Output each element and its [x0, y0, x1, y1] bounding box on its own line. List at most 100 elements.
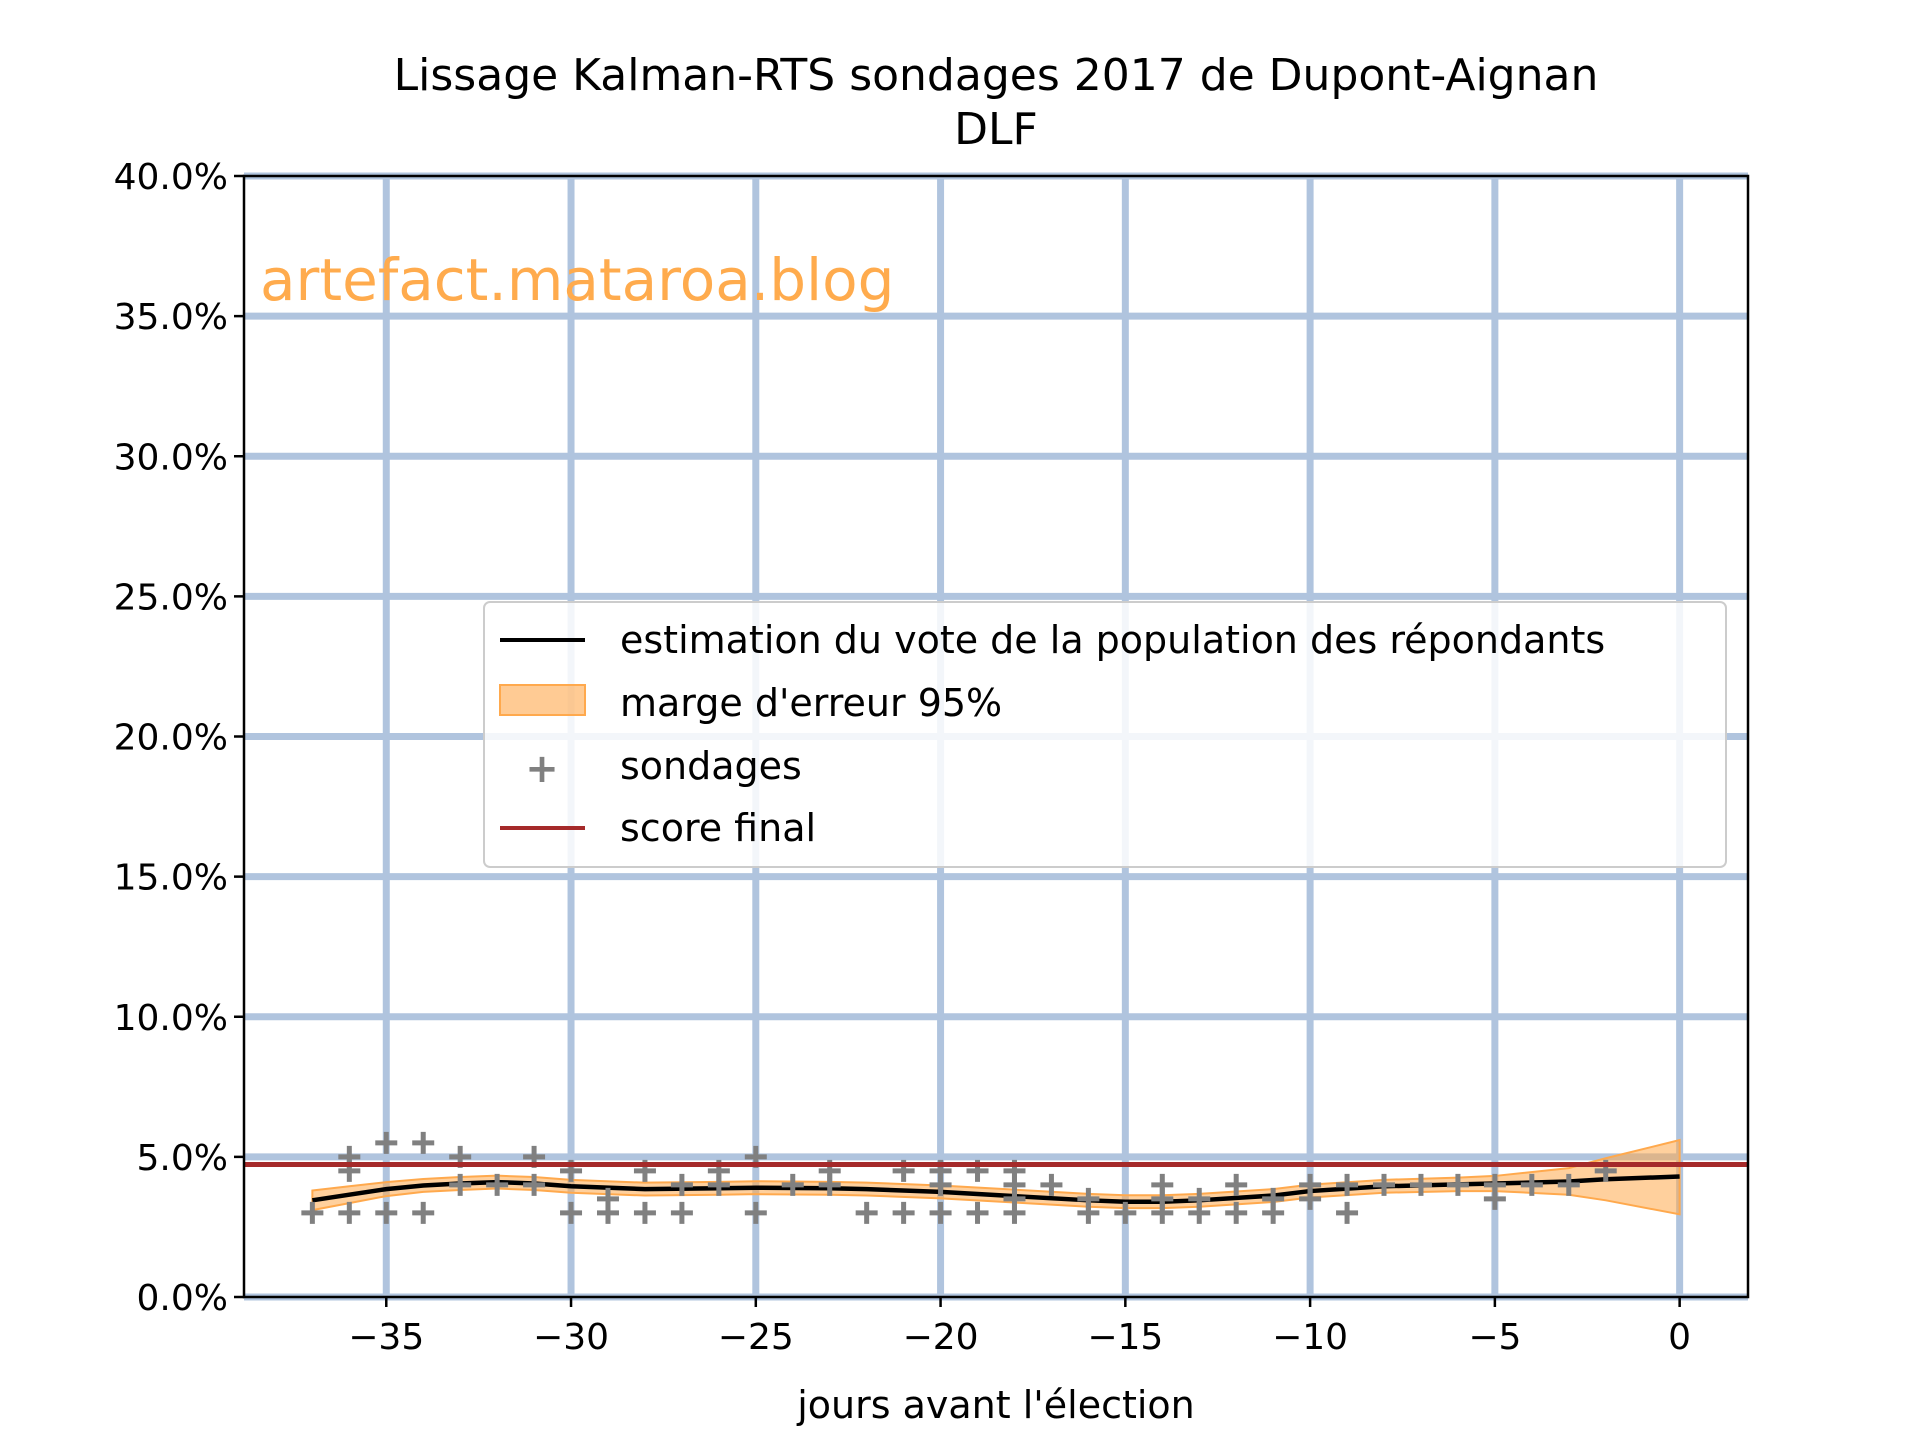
poll-cross	[560, 1201, 583, 1224]
poll-cross	[1077, 1201, 1100, 1224]
poll-marker	[744, 1201, 767, 1224]
poll-marker	[1225, 1201, 1248, 1224]
legend-polls-swatch: +	[525, 746, 559, 792]
watermark: artefact.mataroa.blog	[260, 246, 894, 314]
poll-cross	[1151, 1201, 1174, 1224]
y-tick-label: 20.0%	[114, 718, 228, 759]
poll-cross	[855, 1201, 878, 1224]
x-tick-label: −35	[348, 1317, 424, 1358]
error-band	[311, 1138, 1681, 1216]
chart-title: Lissage Kalman-RTS sondages 2017 de Dupo…	[394, 50, 1599, 101]
y-tick-label: 25.0%	[114, 577, 228, 618]
poll-marker	[1483, 1187, 1506, 1210]
poll-marker	[781, 1173, 804, 1196]
poll-marker	[486, 1173, 509, 1196]
poll-marker	[855, 1201, 878, 1224]
poll-marker	[1336, 1173, 1359, 1196]
poll-marker	[338, 1201, 361, 1224]
poll-marker	[1077, 1201, 1100, 1224]
legend-polls-label: sondages	[620, 744, 802, 788]
y-tick-label: 35.0%	[114, 297, 228, 338]
poll-marker	[1409, 1173, 1432, 1196]
y-tick-label: 30.0%	[114, 437, 228, 478]
poll-cross	[1262, 1201, 1285, 1224]
poll-cross	[1446, 1173, 1469, 1196]
poll-marker	[1299, 1187, 1322, 1210]
poll-marker	[929, 1201, 952, 1224]
x-tick-label: −30	[533, 1317, 609, 1358]
y-tick-label: 10.0%	[114, 998, 228, 1039]
x-tick-label: −5	[1468, 1317, 1521, 1358]
poll-marker	[670, 1201, 693, 1224]
poll-cross	[966, 1201, 989, 1224]
poll-cross	[375, 1201, 398, 1224]
poll-marker	[1446, 1173, 1469, 1196]
poll-cross	[412, 1201, 435, 1224]
poll-cross	[301, 1201, 324, 1224]
poll-marker	[375, 1131, 398, 1154]
y-tick-label: 40.0%	[114, 157, 228, 198]
poll-cross	[338, 1201, 361, 1224]
y-axis: 0.0% 5.0% 10.0% 15.0% 20.0% 25.0% 30.0% 35.0% 40…	[114, 157, 244, 1319]
poll-cross	[1336, 1173, 1359, 1196]
poll-marker	[1520, 1173, 1543, 1196]
poll-marker	[596, 1201, 619, 1224]
legend: estimation du vote de la population des …	[483, 601, 1727, 868]
legend-final-label: score final	[620, 806, 816, 850]
poll-cross	[449, 1173, 472, 1196]
poll-cross	[1520, 1173, 1543, 1196]
poll-marker	[929, 1173, 952, 1196]
poll-marker	[1262, 1201, 1285, 1224]
poll-cross	[1299, 1187, 1322, 1210]
poll-marker	[966, 1201, 989, 1224]
poll-cross	[375, 1131, 398, 1154]
poll-marker	[892, 1201, 915, 1224]
poll-marker	[412, 1131, 435, 1154]
poll-cross	[1188, 1201, 1211, 1224]
poll-cross	[633, 1201, 656, 1224]
poll-marker	[633, 1201, 656, 1224]
poll-marker	[1151, 1201, 1174, 1224]
poll-marker	[1003, 1201, 1026, 1224]
y-tick-label: 15.0%	[114, 858, 228, 899]
poll-cross	[412, 1131, 435, 1154]
x-axis: −35 −30 −25 −20 −15 −10 −5 0	[348, 1297, 1691, 1358]
plot-area	[244, 1131, 1748, 1224]
x-tick-label: −20	[903, 1317, 979, 1358]
poll-cross	[670, 1201, 693, 1224]
poll-marker	[1373, 1173, 1396, 1196]
x-tick-label: 0	[1668, 1317, 1691, 1358]
y-tick-label: 0.0%	[137, 1278, 228, 1319]
chart-subtitle: DLF	[954, 104, 1038, 155]
poll-marker	[1225, 1173, 1248, 1196]
poll-cross	[892, 1201, 915, 1224]
poll-cross	[596, 1201, 619, 1224]
poll-cross	[486, 1173, 509, 1196]
poll-cross	[744, 1201, 767, 1224]
x-tick-label: −15	[1087, 1317, 1163, 1358]
poll-marker	[707, 1173, 730, 1196]
poll-marker	[818, 1173, 841, 1196]
poll-cross	[670, 1173, 693, 1196]
x-axis-label: jours avant l'élection	[796, 1383, 1195, 1427]
poll-cross	[707, 1173, 730, 1196]
legend-estimate-label: estimation du vote de la population des …	[620, 618, 1605, 662]
poll-marker	[523, 1173, 546, 1196]
x-tick-label: −25	[718, 1317, 794, 1358]
poll-cross	[1483, 1187, 1506, 1210]
axes-frame	[242, 174, 1750, 1299]
poll-marker	[560, 1201, 583, 1224]
poll-cross	[929, 1173, 952, 1196]
poll-marker	[449, 1173, 472, 1196]
y-tick-label: 5.0%	[137, 1138, 228, 1179]
poll-marker	[1336, 1201, 1359, 1224]
poll-cross	[818, 1173, 841, 1196]
poll-cross	[523, 1173, 546, 1196]
poll-marker	[301, 1201, 324, 1224]
poll-cross	[1557, 1173, 1580, 1196]
poll-marker	[412, 1201, 435, 1224]
poll-marker	[375, 1201, 398, 1224]
poll-marker	[670, 1173, 693, 1196]
legend-band-swatch	[499, 684, 586, 716]
poll-cross	[929, 1201, 952, 1224]
